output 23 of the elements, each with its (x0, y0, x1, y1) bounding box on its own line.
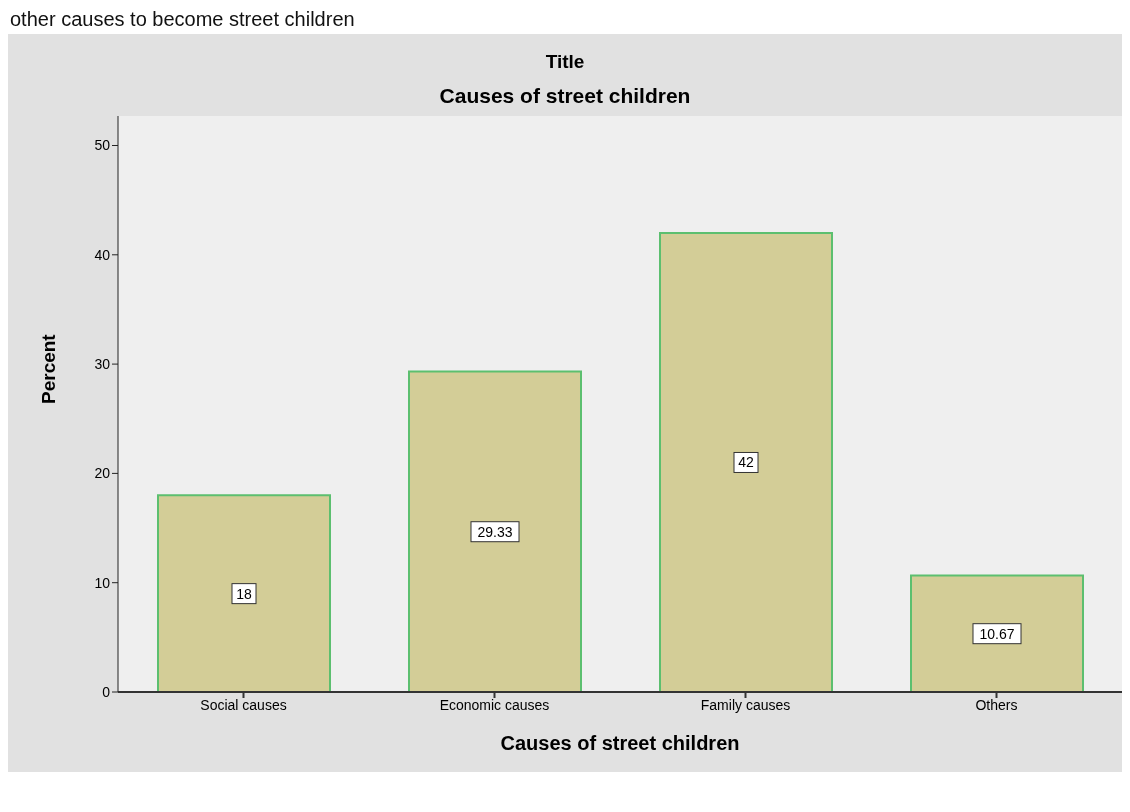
bar (408, 370, 582, 692)
x-tick-label: Others (975, 696, 1018, 713)
y-tick-label: 30 (94, 356, 111, 373)
data-label: 42 (738, 454, 754, 471)
y-tick-label: 0 (102, 683, 111, 700)
text: other causes to become street children (10, 8, 356, 32)
bar (157, 494, 331, 692)
data-label: 10.67 (979, 625, 1015, 642)
bar (910, 574, 1084, 692)
x-tick-label: Family causes (700, 696, 791, 713)
y-tick-label: 20 (94, 465, 111, 482)
data-label: 18 (236, 585, 252, 602)
x-tick-label: Social causes (200, 696, 287, 713)
bar (659, 231, 833, 692)
data-label: 29.33 (477, 523, 513, 540)
y-tick-label: 10 (94, 574, 111, 591)
chart-title: Title (544, 50, 586, 74)
chart-subtitle: Causes of street children (438, 83, 692, 109)
y-tick-label: 40 (94, 246, 111, 263)
y-axis-title: Percent (37, 333, 59, 404)
y-tick-label: 50 (94, 137, 111, 154)
x-axis-title: Causes of street children (500, 732, 740, 754)
x-tick-label: Economic causes (439, 696, 550, 713)
